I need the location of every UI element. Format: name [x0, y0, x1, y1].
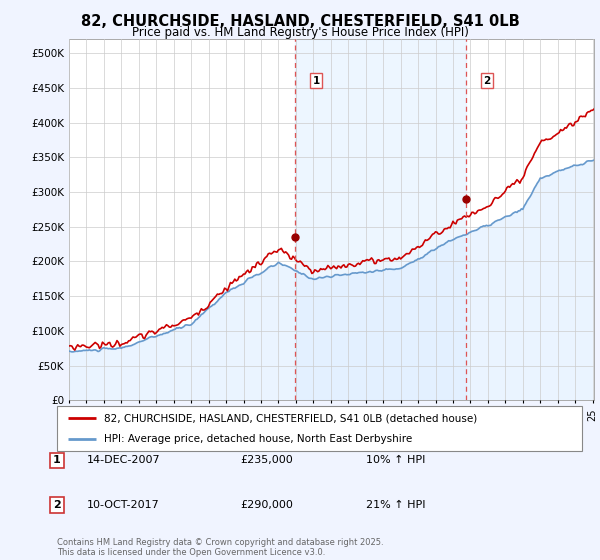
Text: £290,000: £290,000	[240, 500, 293, 510]
Text: 82, CHURCHSIDE, HASLAND, CHESTERFIELD, S41 0LB (detached house): 82, CHURCHSIDE, HASLAND, CHESTERFIELD, S…	[104, 413, 478, 423]
Text: 1: 1	[53, 455, 61, 465]
Text: 21% ↑ HPI: 21% ↑ HPI	[366, 500, 425, 510]
Text: 2: 2	[484, 76, 491, 86]
Text: Price paid vs. HM Land Registry's House Price Index (HPI): Price paid vs. HM Land Registry's House …	[131, 26, 469, 39]
Text: 82, CHURCHSIDE, HASLAND, CHESTERFIELD, S41 0LB: 82, CHURCHSIDE, HASLAND, CHESTERFIELD, S…	[80, 14, 520, 29]
Text: Contains HM Land Registry data © Crown copyright and database right 2025.
This d: Contains HM Land Registry data © Crown c…	[57, 538, 383, 557]
Text: 14-DEC-2007: 14-DEC-2007	[87, 455, 161, 465]
Bar	[295, 39, 466, 400]
FancyBboxPatch shape	[57, 406, 582, 451]
Text: 10% ↑ HPI: 10% ↑ HPI	[366, 455, 425, 465]
Text: £235,000: £235,000	[240, 455, 293, 465]
Text: HPI: Average price, detached house, North East Derbyshire: HPI: Average price, detached house, Nort…	[104, 433, 413, 444]
Text: 1: 1	[313, 76, 320, 86]
Text: 10-OCT-2017: 10-OCT-2017	[87, 500, 160, 510]
Text: 2: 2	[53, 500, 61, 510]
